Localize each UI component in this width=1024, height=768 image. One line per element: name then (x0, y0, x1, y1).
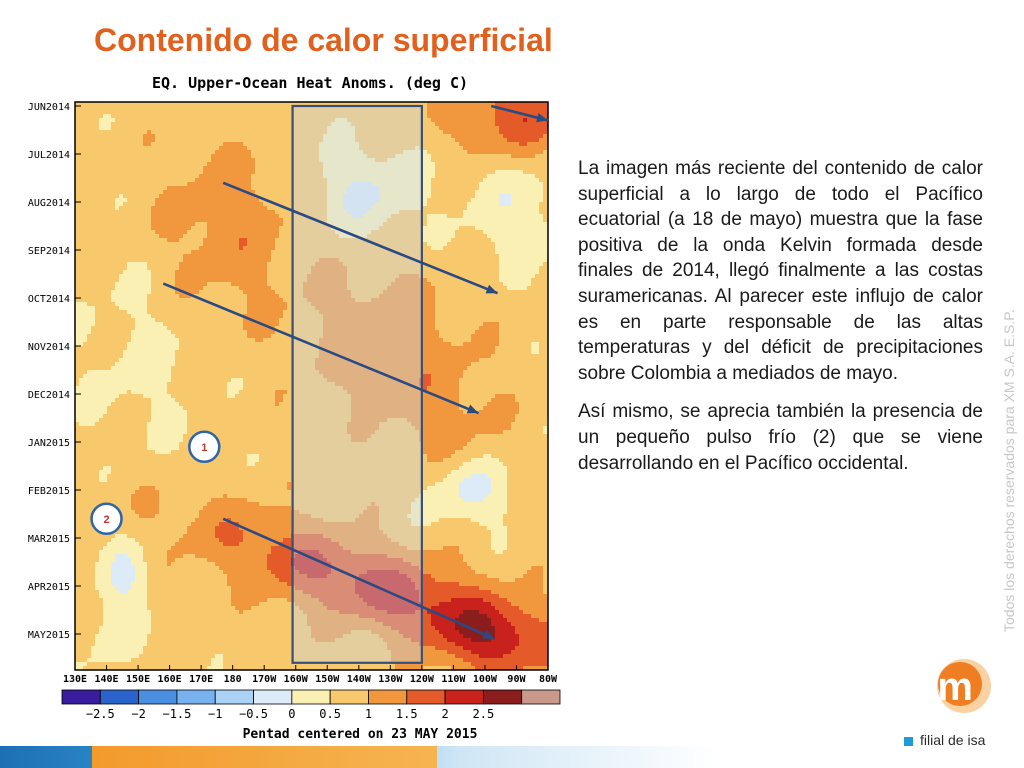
x-tick-label: 170W (252, 674, 277, 685)
y-tick-label: JUN2014 (28, 102, 70, 113)
xm-logo: xm (915, 659, 991, 713)
colorbar-label: 2 (441, 707, 448, 721)
arrowhead (485, 284, 498, 294)
colorbar-swatch (406, 689, 446, 705)
brand-text: filial de isa (920, 732, 986, 748)
hovmoller-chart: JUN2014 JUL2014 AUG2014 SEP2014 OCT2014 NOV20… (28, 101, 561, 742)
x-tick-label: 140W (347, 674, 372, 685)
marker-label: 2 (103, 514, 109, 526)
x-tick-label: 130E (63, 674, 87, 685)
colorbar-swatch (329, 689, 369, 705)
colorbar-swatch (99, 689, 140, 705)
y-tick-label: JUL2014 (28, 150, 70, 161)
colorbar-label: 2.5 (473, 707, 495, 721)
arrow-line (222, 181, 499, 295)
y-tick-label: APR2015 (28, 582, 70, 593)
arrowhead (536, 113, 548, 123)
colorbar-swatch (138, 689, 178, 705)
x-tick-label: 160W (284, 674, 309, 685)
colorbar-swatch (253, 689, 293, 705)
y-tick-label: MAR2015 (28, 534, 70, 545)
y-tick-label: AUG2014 (28, 198, 70, 209)
x-tick-label: 100W (473, 674, 498, 685)
x-tick-label: 150E (126, 674, 150, 685)
arrow-line (162, 282, 480, 415)
x-tick-label: 140E (94, 674, 118, 685)
colorbar-label: −2 (131, 707, 145, 721)
colorbar-label: −2.5 (86, 707, 115, 721)
colorbar-label: −1 (208, 707, 222, 721)
x-tick-label: 150W (315, 674, 340, 685)
y-tick-label: MAY2015 (28, 630, 70, 641)
x-tick-label: 130W (378, 674, 403, 685)
x-tick-label: 110W (441, 674, 466, 685)
colorbar-label: 1 (365, 707, 372, 721)
colorbar-label: 0 (288, 707, 295, 721)
colorbar-swatch (291, 689, 331, 705)
paragraph-1: La imagen más reciente del contenido de … (578, 158, 983, 384)
colorbar-swatch (214, 689, 254, 705)
plot-frame (74, 101, 549, 671)
y-tick-label: OCT2014 (28, 294, 70, 305)
y-tick-label: FEB2015 (28, 486, 70, 497)
slide-title: Contenido de calor superficial (94, 22, 553, 58)
arrowhead (482, 630, 495, 639)
copyright-note: Todos los derechos reservados para XM S.… (1001, 309, 1017, 632)
colorbar-swatch (482, 689, 523, 705)
highlight-box (291, 104, 423, 664)
x-tick-label: 120W (410, 674, 435, 685)
chart-title: EQ. Upper-Ocean Heat Anoms. (deg C) (151, 74, 469, 92)
paragraph-2: Así mismo, se aprecia también la presenc… (578, 401, 983, 474)
body-text: La imagen más reciente del contenido de … (578, 156, 983, 489)
marker-circle (188, 430, 221, 464)
colorbar-swatch (61, 689, 101, 705)
colorbar-label: 0.5 (319, 707, 341, 721)
x-tick-label: 160E (158, 674, 182, 685)
kelvin-arrows (162, 104, 549, 640)
x-tick-label: 90W (507, 674, 526, 685)
y-tick-label: JAN2015 (28, 438, 70, 449)
arrowhead (466, 404, 479, 414)
x-axis-label: Pentad centered on 23 MAY 2015 (243, 727, 478, 742)
xm-logo-text: xm (915, 665, 973, 709)
colorbar-label: −0.5 (239, 707, 268, 721)
arrow-line (222, 517, 495, 640)
brand-square-icon (904, 736, 913, 746)
marker-label: 1 (201, 442, 207, 454)
colorbar-swatch (521, 689, 561, 705)
colorbar-label: −1.5 (162, 707, 191, 721)
y-tick-label: NOV2014 (28, 342, 70, 353)
footer-accent (92, 746, 437, 768)
colorbar-label: 1.5 (396, 707, 418, 721)
x-tick-label: 170E (189, 674, 213, 685)
x-tick-label: 180 (224, 674, 242, 685)
y-tick-label: SEP2014 (28, 246, 70, 257)
y-tick-label: DEC2014 (28, 390, 70, 401)
marker-circle (90, 502, 123, 536)
colorbar-swatch (176, 689, 216, 705)
colorbar-swatch (368, 689, 408, 705)
colorbar-swatch (444, 689, 484, 705)
brand-label: filial de isa (904, 732, 985, 748)
x-tick-label: 80W (539, 674, 558, 685)
